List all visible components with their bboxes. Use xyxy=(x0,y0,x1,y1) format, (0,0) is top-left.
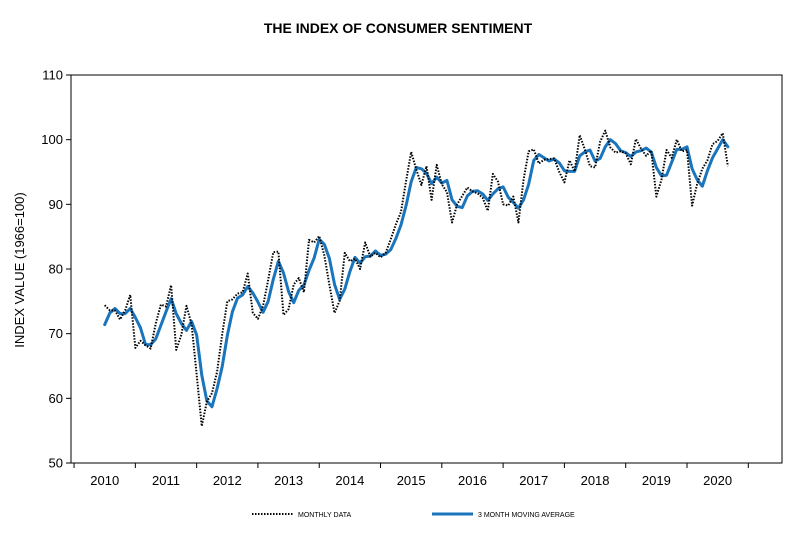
x-tick-label: 2020 xyxy=(703,473,732,488)
legend-label-monthly: MONTHLY DATA xyxy=(298,512,351,519)
x-tick-label: 2016 xyxy=(458,473,487,488)
y-tick-label: 50 xyxy=(49,456,63,471)
x-tick-label: 2014 xyxy=(335,473,364,488)
x-tick-label: 2015 xyxy=(397,473,426,488)
y-tick-label: 110 xyxy=(42,68,63,83)
y-tick-label: 100 xyxy=(41,132,63,147)
legend: MONTHLY DATA 3 MONTH MOVING AVERAGE xyxy=(252,512,575,519)
y-axis: 50 60 70 80 90 100 110 xyxy=(41,68,71,471)
y-tick-label: 90 xyxy=(49,197,63,212)
x-tick-label: 2017 xyxy=(519,473,548,488)
x-tick-label: 2011 xyxy=(152,473,180,488)
y-tick-label: 80 xyxy=(49,262,63,277)
x-tick-label: 2019 xyxy=(642,473,671,488)
x-tick-label: 2013 xyxy=(274,473,303,488)
x-tick-label: 2012 xyxy=(213,473,242,488)
legend-label-moving-average: 3 MONTH MOVING AVERAGE xyxy=(478,512,575,519)
chart-title: THE INDEX OF CONSUMER SENTIMENT xyxy=(263,20,533,36)
x-axis: 2010 2011 2012 2013 2014 2015 2016 2017 2018 2019… xyxy=(73,463,749,488)
x-tick-label: 2018 xyxy=(581,473,610,488)
x-tick-label: 2010 xyxy=(90,473,119,488)
series-layer xyxy=(103,129,730,428)
plot-frame xyxy=(70,74,783,464)
y-tick-label: 60 xyxy=(49,391,63,406)
y-tick-label: 70 xyxy=(49,326,63,341)
series-line-monthly xyxy=(103,129,729,428)
y-axis-title: INDEX VALUE (1966=100) xyxy=(12,192,27,347)
